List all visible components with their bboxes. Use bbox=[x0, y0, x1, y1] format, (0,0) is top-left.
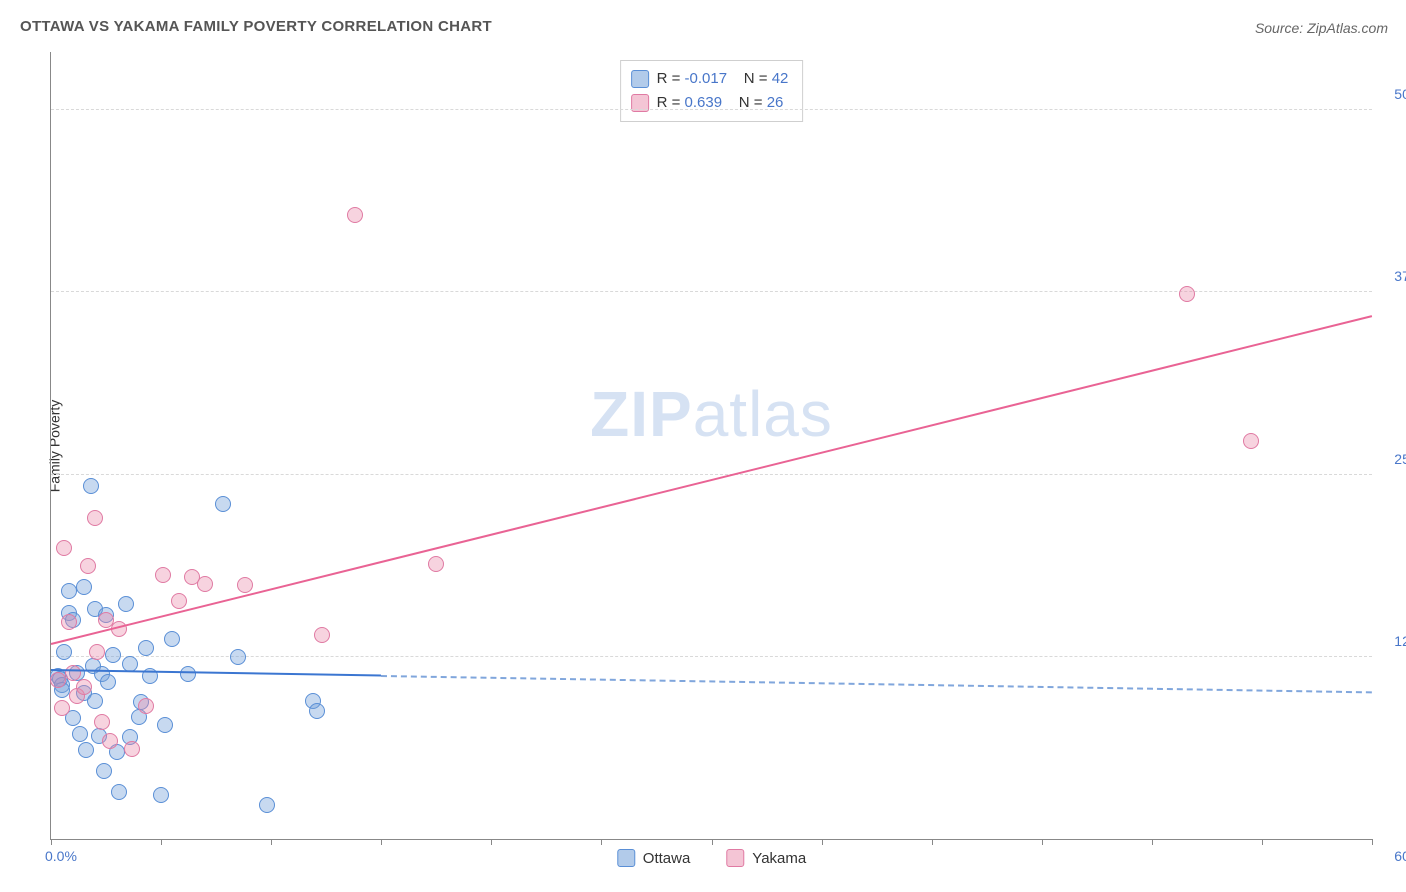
y-tick-label: 12.5% bbox=[1394, 633, 1406, 649]
scatter-point-ottawa bbox=[111, 784, 127, 800]
regression-ottawa-dashed bbox=[381, 675, 1372, 693]
legend-item-yakama: Yakama bbox=[726, 849, 806, 867]
watermark-text: ZIPatlas bbox=[590, 377, 833, 451]
scatter-point-ottawa bbox=[230, 649, 246, 665]
scatter-point-yakama bbox=[102, 733, 118, 749]
gridline bbox=[51, 109, 1372, 110]
scatter-point-yakama bbox=[61, 614, 77, 630]
x-tick bbox=[932, 839, 933, 845]
swatch-ottawa-icon bbox=[617, 849, 635, 867]
x-tick bbox=[51, 839, 52, 845]
scatter-point-yakama bbox=[80, 558, 96, 574]
plot-area: ZIPatlas R = -0.017 N = 42 R = 0.639 bbox=[50, 52, 1372, 840]
r-label: R = bbox=[657, 70, 681, 87]
x-tick bbox=[491, 839, 492, 845]
scatter-point-yakama bbox=[94, 714, 110, 730]
x-tick bbox=[1262, 839, 1263, 845]
scatter-point-yakama bbox=[155, 567, 171, 583]
scatter-point-yakama bbox=[314, 627, 330, 643]
x-tick bbox=[381, 839, 382, 845]
chart-container: OTTAWA VS YAKAMA FAMILY POVERTY CORRELAT… bbox=[0, 0, 1406, 892]
legend-text-ottawa: R = -0.017 N = 42 bbox=[657, 67, 789, 91]
scatter-point-ottawa bbox=[96, 763, 112, 779]
scatter-point-yakama bbox=[54, 700, 70, 716]
swatch-yakama-icon bbox=[726, 849, 744, 867]
x-tick bbox=[601, 839, 602, 845]
scatter-point-ottawa bbox=[164, 631, 180, 647]
legend-item-ottawa: Ottawa bbox=[617, 849, 691, 867]
scatter-point-yakama bbox=[347, 207, 363, 223]
swatch-ottawa-icon bbox=[631, 70, 649, 88]
scatter-point-yakama bbox=[89, 644, 105, 660]
watermark-part-1: ZIP bbox=[590, 378, 693, 450]
legend-label: Ottawa bbox=[643, 850, 691, 867]
scatter-point-ottawa bbox=[83, 478, 99, 494]
n-value: 42 bbox=[772, 70, 789, 87]
chart-title: OTTAWA VS YAKAMA FAMILY POVERTY CORRELAT… bbox=[20, 18, 492, 35]
scatter-point-yakama bbox=[428, 556, 444, 572]
watermark-part-2: atlas bbox=[693, 378, 833, 450]
x-tick bbox=[712, 839, 713, 845]
scatter-point-ottawa bbox=[259, 797, 275, 813]
r-value: -0.017 bbox=[685, 70, 728, 87]
scatter-point-ottawa bbox=[153, 787, 169, 803]
legend-row-ottawa: R = -0.017 N = 42 bbox=[631, 67, 789, 91]
scatter-point-yakama bbox=[65, 665, 81, 681]
scatter-point-ottawa bbox=[105, 647, 121, 663]
scatter-point-ottawa bbox=[56, 644, 72, 660]
x-tick bbox=[1152, 839, 1153, 845]
scatter-point-ottawa bbox=[157, 717, 173, 733]
x-tick bbox=[161, 839, 162, 845]
scatter-point-ottawa bbox=[61, 583, 77, 599]
y-tick-label: 25.0% bbox=[1394, 451, 1406, 467]
scatter-point-ottawa bbox=[215, 496, 231, 512]
scatter-point-yakama bbox=[1243, 433, 1259, 449]
x-tick bbox=[1372, 839, 1373, 845]
scatter-point-yakama bbox=[138, 698, 154, 714]
y-tick-label: 37.5% bbox=[1394, 268, 1406, 284]
gridline bbox=[51, 656, 1372, 657]
scatter-point-yakama bbox=[87, 510, 103, 526]
y-tick-label: 50.0% bbox=[1394, 86, 1406, 102]
scatter-point-yakama bbox=[1179, 286, 1195, 302]
scatter-point-ottawa bbox=[72, 726, 88, 742]
scatter-point-yakama bbox=[197, 576, 213, 592]
gridline bbox=[51, 291, 1372, 292]
x-tick bbox=[1042, 839, 1043, 845]
legend-label: Yakama bbox=[752, 850, 806, 867]
legend-row-yakama: R = 0.639 N = 26 bbox=[631, 91, 789, 115]
scatter-point-yakama bbox=[171, 593, 187, 609]
scatter-point-ottawa bbox=[78, 742, 94, 758]
scatter-point-ottawa bbox=[118, 596, 134, 612]
x-axis-origin-label: 0.0% bbox=[45, 848, 77, 864]
scatter-point-ottawa bbox=[87, 693, 103, 709]
n-label: N = bbox=[744, 70, 768, 87]
scatter-point-yakama bbox=[124, 741, 140, 757]
scatter-point-yakama bbox=[56, 540, 72, 556]
source-label: Source: ZipAtlas.com bbox=[1255, 20, 1388, 36]
x-tick bbox=[271, 839, 272, 845]
scatter-point-yakama bbox=[76, 679, 92, 695]
scatter-point-ottawa bbox=[76, 579, 92, 595]
legend-bottom: Ottawa Yakama bbox=[617, 849, 806, 867]
x-axis-max-label: 60.0% bbox=[1394, 848, 1406, 864]
scatter-point-ottawa bbox=[100, 674, 116, 690]
scatter-point-ottawa bbox=[138, 640, 154, 656]
x-tick bbox=[822, 839, 823, 845]
scatter-point-ottawa bbox=[309, 703, 325, 719]
scatter-point-ottawa bbox=[180, 666, 196, 682]
scatter-point-yakama bbox=[237, 577, 253, 593]
legend-top: R = -0.017 N = 42 R = 0.639 N = 26 bbox=[620, 60, 804, 122]
legend-text-yakama: R = 0.639 N = 26 bbox=[657, 91, 784, 115]
gridline bbox=[51, 474, 1372, 475]
regression-yakama bbox=[51, 315, 1372, 645]
scatter-point-yakama bbox=[50, 672, 66, 688]
